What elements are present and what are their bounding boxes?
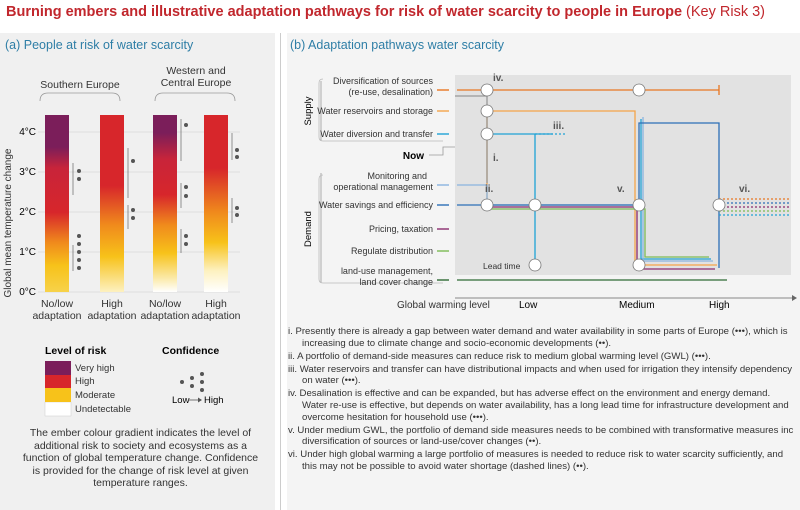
note-vi: vi. Under high global warming a large po… (288, 449, 784, 473)
bracket-southern (39, 92, 121, 102)
region-label-southern: Southern Europe (40, 79, 120, 91)
y-axis-label: Global mean temperature change (3, 148, 14, 297)
marker-vi: vi. (739, 184, 750, 195)
y-tick-0: 0°C (19, 287, 36, 298)
confidence-high: High (204, 395, 224, 406)
measure-key-lines (437, 89, 449, 281)
lead-time-label: Lead time (483, 261, 521, 271)
legend-veryhigh: Very high (75, 363, 115, 374)
legend-confidence-title: Confidence (162, 345, 219, 357)
col-label-1a: No/low (41, 298, 74, 310)
panel-a-embers: Southern Europe Western and Central Europ… (3, 65, 241, 417)
note-v: v. Under medium GWL, the portfolio of de… (288, 424, 794, 448)
measure-diversification-1: Diversification of sources (333, 76, 434, 86)
note-iii: iii. Water reservoirs and transfer can h… (288, 363, 793, 387)
marker-ii: ii. (485, 184, 494, 195)
col-label-1b: adaptation (32, 310, 81, 322)
col-label-2a: High (101, 298, 123, 310)
confidence-low: Low (172, 395, 190, 406)
measure-regulate: Regulate distribution (351, 246, 433, 256)
ember-southern-high (100, 115, 124, 292)
figure-title-main: Burning embers and illustrative adaptati… (6, 4, 683, 20)
panel-divider (280, 33, 281, 510)
bracket-western (154, 92, 236, 102)
col-label-3a: No/low (149, 298, 182, 310)
y-tick-2: 2°C (19, 207, 36, 218)
ember-southern-nolow (45, 115, 69, 292)
x-axis-arrow (792, 295, 797, 301)
confidence-dots-legend (180, 372, 204, 392)
x-axis-label: Global warming level (397, 300, 490, 311)
marker-i: i. (493, 153, 499, 164)
legend-moderate-swatch (45, 388, 71, 402)
col-label-2b: adaptation (87, 310, 136, 322)
y-tick-4: 4°C (19, 127, 36, 138)
legend-high-swatch (45, 375, 71, 388)
now-connector (429, 146, 455, 156)
col-label-3b: adaptation (140, 310, 189, 322)
panel-a-title: (a) People at risk of water scarcity (5, 38, 194, 52)
legend-risk-title: Level of risk (45, 345, 106, 357)
legend-undetectable-swatch (44, 401, 72, 417)
col-label-4b: adaptation (191, 310, 240, 322)
marker-iii: iii. (553, 121, 564, 132)
ember-western-high (204, 115, 228, 292)
measure-landuse-2: land cover change (359, 277, 433, 287)
x-tick-high: High (709, 300, 730, 311)
y-tick-3: 3°C (19, 167, 36, 178)
measure-landuse-1: land-use management, (341, 266, 433, 276)
measure-savings: Water savings and efficiency (319, 200, 434, 210)
demand-label: Demand (303, 211, 314, 247)
decision-nodes (480, 83, 726, 272)
supply-box (318, 78, 443, 142)
note-iv: iv. Desalination is effective and can be… (288, 388, 789, 423)
ember-western-nolow (153, 115, 177, 292)
region-label-western: Western and Central Europe (161, 65, 232, 89)
now-label: Now (403, 151, 424, 162)
legend-moderate: Moderate (75, 390, 115, 401)
pathway-plot-area (455, 75, 791, 275)
legend-high: High (75, 376, 95, 387)
note-ii: ii. A portfolio of demand-side measures … (288, 350, 711, 362)
measure-pricing: Pricing, taxation (369, 224, 433, 234)
measure-diversification-2: (re-use, desalination) (348, 87, 433, 97)
measure-monitoring-2: operational management (333, 182, 433, 192)
pathway-notes: i. Presently there is already a gap betw… (288, 326, 798, 474)
panel-b-pathways: Supply Demand Diversification of sources… (303, 73, 797, 311)
x-tick-low: Low (519, 300, 538, 311)
figure-title: Burning embers and illustrative adaptati… (6, 4, 765, 20)
y-tick-1: 1°C (19, 247, 36, 258)
legend-undetectable: Undetectable (75, 404, 131, 415)
x-tick-medium: Medium (619, 300, 655, 311)
ember-explanation: The ember colour gradient indicates the … (22, 427, 259, 489)
supply-label: Supply (303, 96, 314, 125)
panel-b-title: (b) Adaptation pathways water scarcity (290, 38, 504, 52)
measure-reservoirs: Water reservoirs and storage (317, 106, 433, 116)
confidence-markers (72, 119, 239, 271)
pathway-lines (455, 85, 791, 281)
figure-title-suffix: (Key Risk 3) (686, 4, 766, 20)
confidence-arrowhead (198, 397, 202, 403)
marker-v: v. (617, 184, 625, 195)
measure-diversion: Water diversion and transfer (320, 129, 433, 139)
demand-box (318, 174, 443, 284)
note-i: i. Presently there is already a gap betw… (288, 326, 788, 349)
col-label-4a: High (205, 298, 227, 310)
measure-monitoring-1: Monitoring and (367, 171, 427, 181)
legend-veryhigh-swatch (45, 361, 71, 375)
marker-iv: iv. (493, 73, 504, 84)
